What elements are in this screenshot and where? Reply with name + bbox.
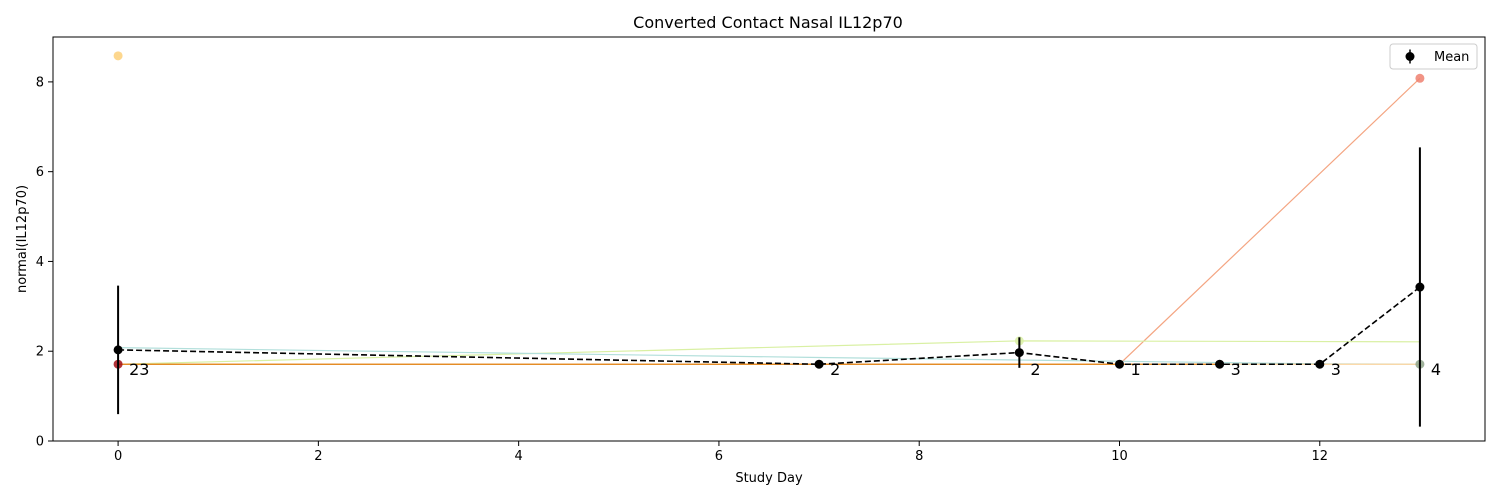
mean-point-4 [1215,359,1225,369]
y-tick-label-1: 2 [36,345,44,360]
mean-point-3 [1114,359,1124,369]
y-tick-label-0: 0 [36,435,44,450]
count-labels: 23 2 2 1 3 3 4 [129,360,1441,379]
legend-box [1389,43,1478,70]
subject-line-1 [118,340,1420,365]
x-tick-label-0: 0 [114,449,122,464]
x-tick-label-5: 10 [1111,449,1128,464]
x-tick-label-4: 8 [915,449,923,464]
subject-line-0 [118,77,1421,365]
mean-point-0 [113,345,123,355]
x-tick-label-6: 12 [1311,449,1328,464]
count-label-3: 1 [1130,360,1140,379]
legend: Mean [1389,43,1478,70]
legend-marker [1405,52,1415,61]
subject-lines [118,77,1421,365]
count-label-0: 23 [129,360,149,379]
y-tick-label-2: 4 [36,255,44,270]
count-label-5: 3 [1331,360,1341,379]
mean-point-6 [1415,282,1425,292]
y-axis-label: normal(IL12p70) [15,185,30,293]
count-label-4: 3 [1231,360,1241,379]
x-tick-label-2: 4 [515,449,523,464]
subject-point-0 [113,51,123,61]
scatter-points [113,51,1425,369]
chart-title: Converted Contact Nasal IL12p70 [633,13,903,32]
plot-frame [52,36,1486,442]
subject-point-2 [1415,73,1425,83]
mean-point-1 [814,359,824,369]
mean-point-2 [1014,348,1024,358]
count-label-2: 2 [1030,360,1040,379]
mean-series [113,147,1425,427]
mean-line [118,286,1421,366]
x-axis-ticks: 0 2 4 6 8 10 12 [114,441,1328,464]
count-label-1: 2 [830,360,840,379]
y-axis-ticks: 0 2 4 6 8 [36,75,53,450]
y-tick-label-4: 8 [36,75,44,90]
mean-point-5 [1315,359,1325,369]
x-tick-label-1: 2 [314,449,322,464]
y-tick-label-3: 6 [36,165,44,180]
subject-line-2 [118,347,1420,365]
x-tick-label-3: 6 [715,449,723,464]
legend-entry-mean: Mean [1434,50,1469,65]
count-label-6: 4 [1431,360,1441,379]
x-axis-label: Study Day [735,471,803,486]
